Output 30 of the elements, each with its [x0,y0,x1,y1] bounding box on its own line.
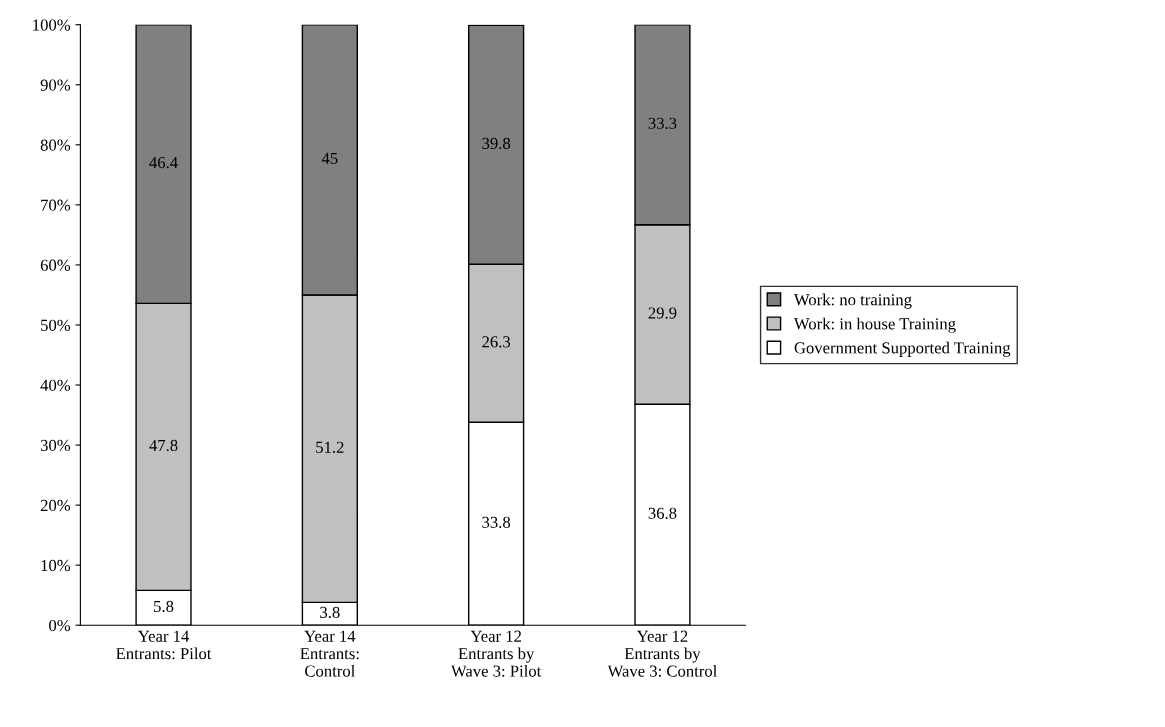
y-tick-label: 90% [40,79,71,91]
x-tick-label: Year 14 Entrants: Pilot [116,630,212,660]
data-label: 47.8 [149,439,178,452]
data-label: 5.8 [154,600,174,613]
y-tick-label: 80% [40,139,71,151]
y-tick-label: 30% [40,439,71,452]
y-tick-label: 40% [40,379,71,392]
legend-label: Work: no training [793,293,912,309]
y-tick-label: 70% [41,199,71,211]
data-label: 36.8 [648,507,677,519]
data-label: 26.3 [482,336,511,348]
data-label: 51.2 [316,441,344,453]
x-tick-label: Year 12 Entrants by Wave 3: Control [607,630,717,677]
y-tick-label: 50% [41,319,71,331]
data-label: 45 [321,152,338,164]
data-label: 3.8 [320,606,340,619]
data-label: 29.9 [648,307,677,319]
y-tick-label: 0% [49,619,71,632]
x-tick-label: Year 14 Entrants: Control [300,630,359,677]
data-label: 33.8 [482,516,511,528]
y-tick-label: 20% [40,499,71,512]
legend-label: Work: in house Training [793,317,956,333]
y-tick-label: 100% [33,19,71,31]
x-tick-label: Year 12 Entrants by Wave 3: Pilot [451,630,542,677]
legend-label: Government Supported Training [794,341,1011,357]
data-label: 39.8 [482,137,511,150]
y-tick-label: 60% [40,259,71,271]
data-label: 33.3 [648,117,677,129]
data-label: 46.4 [149,157,178,169]
y-tick-label: 10% [41,559,71,572]
